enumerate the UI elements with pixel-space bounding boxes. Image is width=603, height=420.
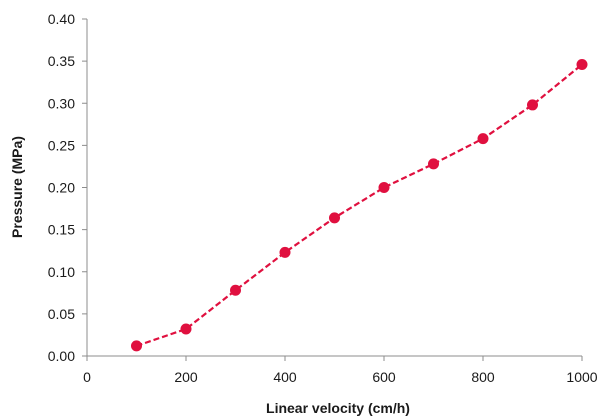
- data-point: [131, 340, 142, 352]
- x-tick-label: 800: [471, 369, 495, 385]
- data-point: [329, 212, 340, 224]
- y-tick-label: 0.00: [48, 348, 75, 364]
- plot-area: 0.00 0.05 0.10 0.15 0.20 0.25 0.30 0.35 0.40 0 200…: [48, 11, 598, 385]
- data-point: [477, 133, 489, 145]
- x-tick-label: 1000: [566, 369, 597, 385]
- data-point: [428, 158, 439, 170]
- x-tick-label: 400: [273, 369, 297, 385]
- x-tick-label: 600: [372, 369, 396, 385]
- y-axis-title: Pressure (MPa): [9, 136, 25, 238]
- data-point: [180, 323, 192, 335]
- series-line: [136, 63, 583, 347]
- y-tick-label: 0.35: [48, 53, 75, 69]
- y-tick-label: 0.30: [48, 95, 75, 111]
- y-tick-label: 0.10: [48, 264, 75, 280]
- y-tick-label: 0.40: [48, 11, 75, 27]
- data-point: [230, 284, 241, 296]
- x-tick-label: 200: [174, 369, 198, 385]
- y-tick-label: 0.05: [48, 306, 75, 322]
- data-point: [378, 182, 390, 193]
- y-tick-label: 0.25: [48, 137, 75, 153]
- data-point: [576, 58, 588, 70]
- x-tick-label: 0: [83, 369, 91, 385]
- y-tick-label: 0.15: [48, 222, 75, 238]
- y-tick-label: 0.20: [48, 180, 75, 196]
- x-axis-title: Linear velocity (cm/h): [266, 400, 410, 416]
- data-point: [279, 246, 291, 258]
- data-point: [527, 99, 538, 111]
